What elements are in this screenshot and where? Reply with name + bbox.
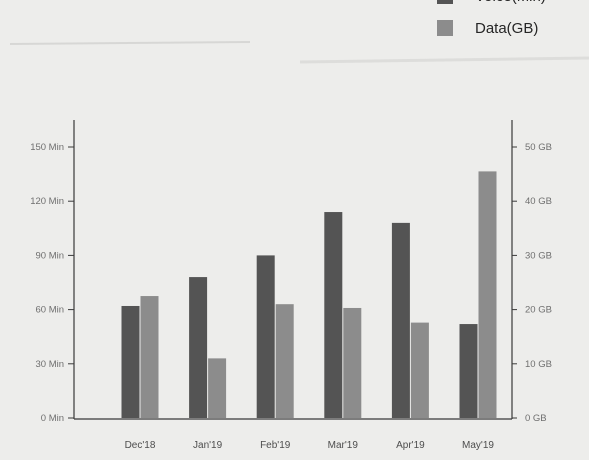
legend-swatch <box>437 0 453 4</box>
category-label: Dec'18 <box>125 440 156 451</box>
right-tick-label: 0 GB <box>525 413 547 424</box>
data-bar <box>141 296 159 418</box>
right-tick-label: 30 GB <box>525 250 552 261</box>
left-axis-ticks: 0 Min 30 Min 60 Min 90 Min 120 Min 150 Min <box>30 142 74 424</box>
voice-bar <box>189 277 207 418</box>
legend-label: Voice(Min) <box>475 0 546 5</box>
left-tick-label: 90 Min <box>35 250 64 261</box>
right-tick-label: 20 GB <box>525 305 552 316</box>
category-label: Jan'19 <box>193 440 223 451</box>
left-tick-label: 0 Min <box>41 413 64 424</box>
voice-bar <box>460 324 478 418</box>
category-label: May'19 <box>462 440 494 451</box>
left-tick-label: 30 Min <box>35 359 64 370</box>
legend-label: Data(GB) <box>475 20 538 37</box>
data-bar <box>208 358 226 418</box>
category-labels: Dec'18 Jan'19 Feb'19 Mar'19 Apr'19 May'19 <box>125 440 495 451</box>
category-label: Apr'19 <box>396 440 425 451</box>
data-bar <box>343 308 361 418</box>
voice-bar <box>324 212 342 418</box>
right-tick-label: 50 GB <box>525 142 552 153</box>
left-tick-label: 120 Min <box>30 196 64 207</box>
category-label: Feb'19 <box>260 440 291 451</box>
legend: Voice(Min) Data(GB) <box>437 0 546 37</box>
right-tick-label: 40 GB <box>525 196 552 207</box>
voice-bar <box>122 306 140 418</box>
data-bar <box>479 171 497 418</box>
data-bar <box>411 323 429 418</box>
right-axis-ticks: 0 GB 10 GB 20 GB 30 GB 40 GB 50 GB <box>512 142 552 424</box>
category-label: Mar'19 <box>328 440 359 451</box>
bars <box>122 171 497 418</box>
right-tick-label: 10 GB <box>525 359 552 370</box>
voice-bar <box>257 255 275 418</box>
background-smudges <box>10 42 589 62</box>
legend-swatch <box>437 20 453 36</box>
left-tick-label: 60 Min <box>35 305 64 316</box>
left-tick-label: 150 Min <box>30 142 64 153</box>
data-bar <box>276 304 294 418</box>
voice-bar <box>392 223 410 418</box>
